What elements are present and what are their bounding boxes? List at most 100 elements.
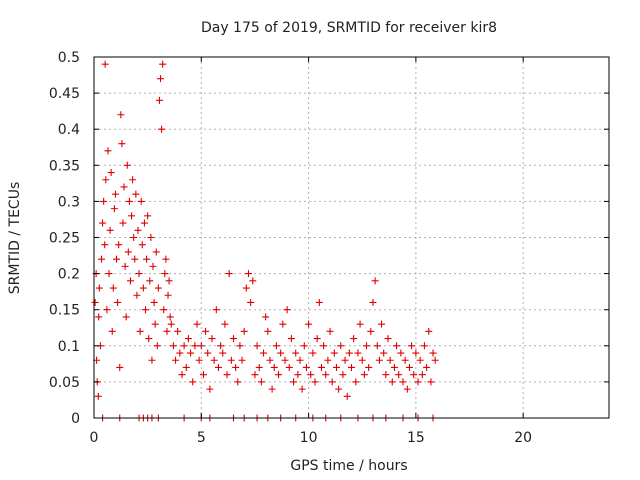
data-point (272, 342, 280, 350)
data-point (255, 363, 263, 371)
data-point (99, 219, 107, 227)
data-point (128, 212, 136, 220)
data-point (307, 371, 315, 379)
data-point (169, 342, 177, 350)
data-point (245, 270, 252, 278)
data-point (210, 356, 218, 364)
data-point (270, 363, 278, 371)
data-point (158, 125, 166, 133)
data-point (125, 197, 133, 205)
data-point (427, 378, 435, 386)
data-point (229, 335, 237, 343)
y-tick-labels: 0 0.05 0.1 0.15 0.2 0.25 0.3 0.35 0.4 0.45 0.5 (49, 50, 80, 427)
data-point (378, 320, 386, 328)
data-point (380, 349, 388, 357)
data-point (227, 356, 235, 364)
data-point (298, 385, 306, 393)
x-tick-labels: 0 5 10 15 20 (90, 430, 533, 446)
data-point (382, 371, 390, 379)
data-point (109, 284, 117, 292)
data-point (251, 371, 259, 379)
y-tick-label: 0.45 (49, 86, 80, 102)
data-point (143, 255, 151, 263)
grid-lines (94, 57, 609, 418)
y-tick-label: 0.05 (49, 375, 80, 391)
data-point (294, 371, 302, 379)
data-point (242, 284, 250, 292)
data-point (91, 298, 99, 306)
data-point (275, 371, 283, 379)
data-point (296, 356, 304, 364)
y-axis-label: SRMTID / TECUs (7, 182, 23, 295)
data-point (152, 248, 160, 256)
data-point (113, 255, 121, 263)
data-point (343, 392, 351, 400)
data-point (234, 378, 242, 386)
data-point (126, 277, 134, 285)
data-point (257, 378, 265, 386)
data-point (172, 356, 180, 364)
data-point (149, 262, 157, 270)
data-point (320, 342, 328, 350)
data-point (197, 342, 205, 350)
data-point (122, 313, 130, 321)
data-point (268, 385, 276, 393)
data-point (94, 392, 102, 400)
data-point (403, 385, 411, 393)
data-point (373, 342, 381, 350)
data-point (133, 291, 141, 299)
data-point (101, 241, 109, 249)
data-point (118, 140, 126, 148)
data-point (305, 320, 313, 328)
data-point (401, 356, 409, 364)
y-tick-label: 0.3 (58, 194, 80, 210)
data-point (106, 226, 114, 234)
data-point (354, 349, 362, 357)
data-point (313, 335, 321, 343)
data-point (146, 277, 154, 285)
data-point (163, 327, 171, 335)
data-point (191, 342, 199, 350)
data-point (178, 371, 186, 379)
data-point (189, 378, 197, 386)
data-point (129, 176, 137, 184)
data-point (162, 255, 170, 263)
data-point (115, 241, 123, 249)
data-point (164, 291, 172, 299)
y-tick-label: 0.25 (49, 231, 80, 247)
data-point (352, 378, 360, 386)
data-point (330, 349, 338, 357)
data-point (165, 277, 173, 285)
data-point (232, 363, 240, 371)
data-point (148, 356, 156, 364)
data-point (145, 335, 153, 343)
data-point (290, 378, 298, 386)
data-point (384, 335, 392, 343)
y-tick-label: 0.1 (58, 339, 80, 355)
data-point (225, 270, 233, 278)
data-point (283, 306, 291, 314)
data-point (161, 270, 169, 278)
data-point (95, 284, 103, 292)
data-point (266, 356, 274, 364)
data-point (107, 169, 115, 177)
x-axis-label: GPS time / hours (290, 458, 407, 474)
data-point (431, 356, 439, 364)
data-point (137, 197, 145, 205)
data-point (111, 190, 119, 198)
data-point (199, 371, 207, 379)
data-point (155, 96, 163, 104)
data-point (153, 342, 161, 350)
data-point (208, 335, 216, 343)
data-point (139, 284, 147, 292)
data-point (429, 349, 437, 357)
data-point (98, 255, 106, 263)
data-point (397, 349, 405, 357)
data-point (100, 197, 108, 205)
data-point (281, 356, 289, 364)
data-point (105, 270, 113, 278)
data-point (108, 327, 116, 335)
data-point (206, 385, 214, 393)
data-point (116, 363, 124, 371)
